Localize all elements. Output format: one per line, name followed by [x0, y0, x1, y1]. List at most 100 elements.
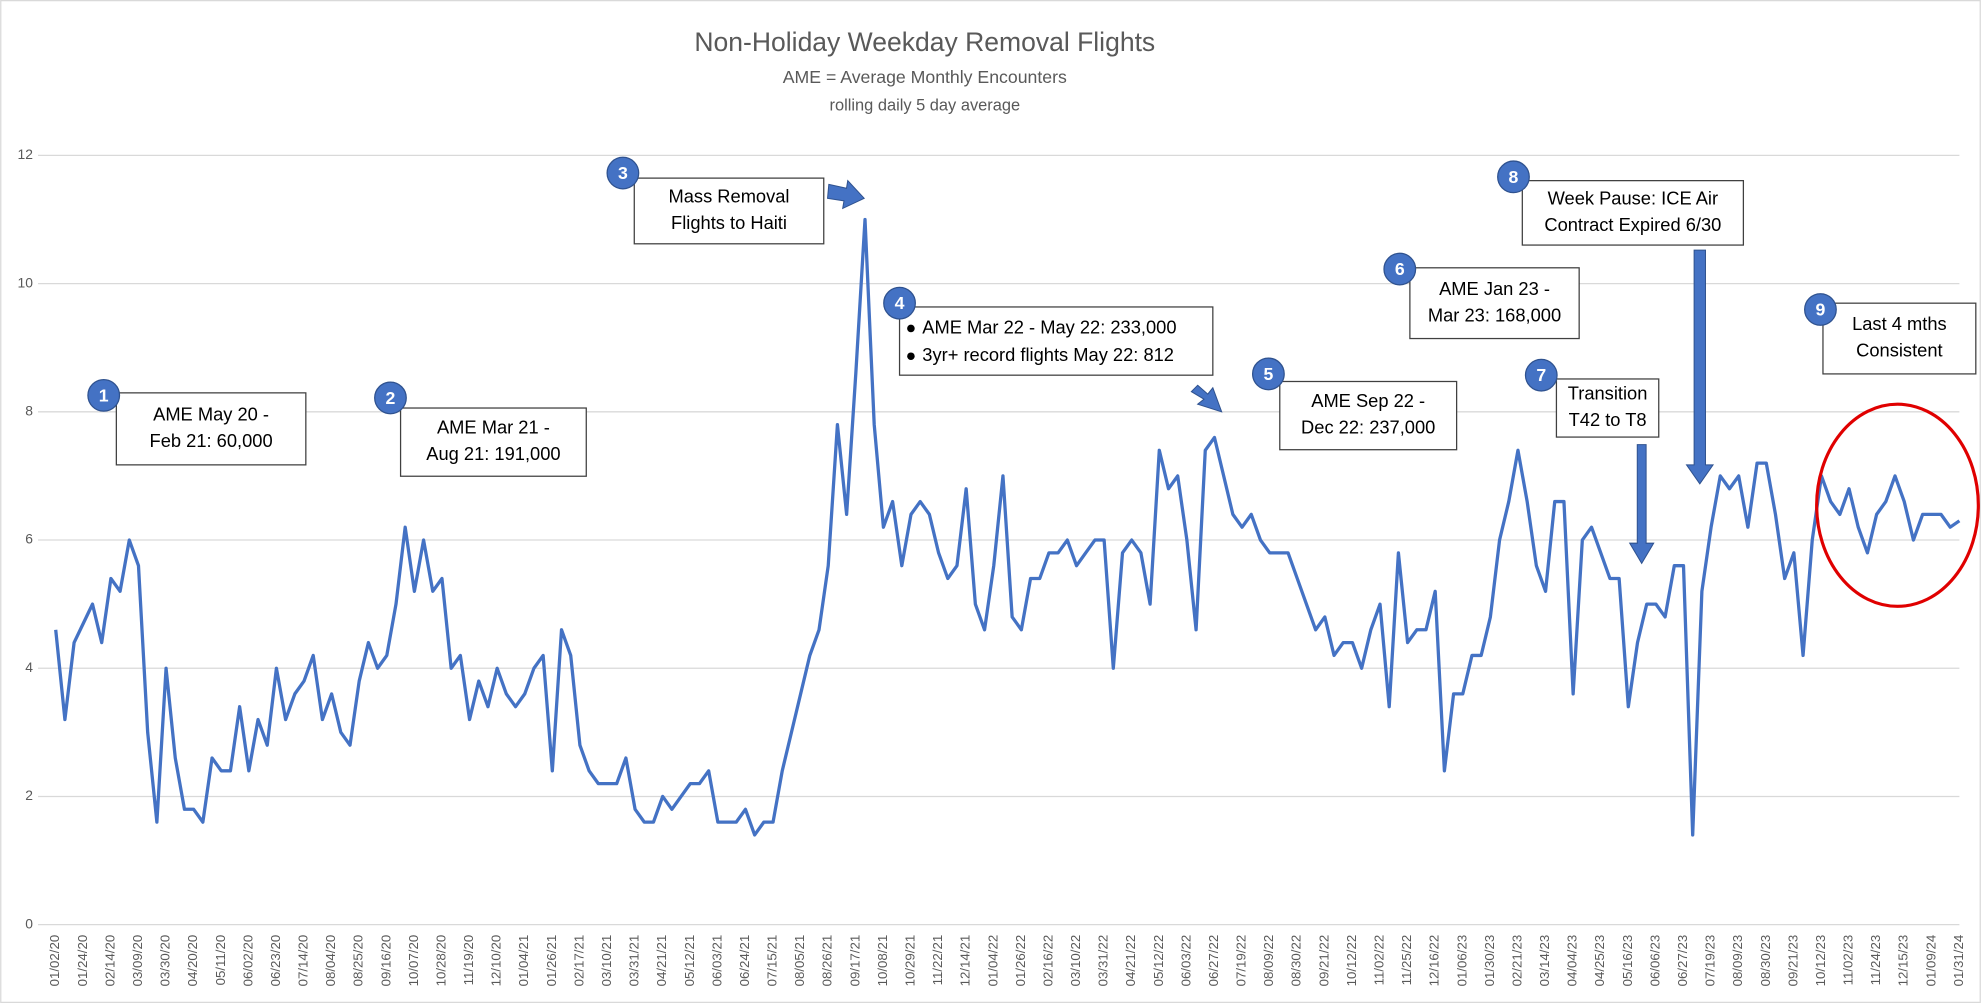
annotation-number: 5 [1263, 364, 1273, 384]
x-tick-label: 06/03/21 [709, 935, 724, 987]
x-tick-label: 07/19/22 [1234, 935, 1249, 987]
y-tick-label: 6 [25, 531, 33, 547]
x-tick-label: 11/22/21 [930, 935, 945, 986]
annotation-marker [1804, 293, 1837, 326]
x-tick-label: 07/19/23 [1703, 935, 1718, 987]
x-tick-label: 08/25/20 [351, 935, 366, 987]
annotation-number: 9 [1816, 299, 1826, 319]
x-tick-label: 12/14/21 [958, 935, 973, 987]
y-tick-label: 2 [25, 787, 33, 803]
annotation-marker [883, 286, 916, 320]
y-tick-label: 8 [25, 402, 33, 418]
x-tick-label: 08/09/23 [1730, 935, 1745, 987]
annotation-text: Aug 21: 191,000 [426, 443, 560, 464]
annotation-number: 7 [1536, 365, 1546, 385]
x-tick-label: 11/25/22 [1399, 935, 1414, 986]
x-tick-label: 04/04/23 [1565, 935, 1580, 987]
annotation-text: T42 to T8 [1569, 409, 1647, 430]
annotation-text: AME Jan 23 - [1439, 278, 1550, 299]
annotation-marker [1497, 160, 1530, 194]
annotation-marker [1251, 357, 1285, 391]
x-tick-label: 08/05/21 [792, 935, 807, 987]
x-tick-label: 08/26/21 [820, 935, 835, 987]
x-tick-label: 04/20/20 [185, 935, 200, 987]
x-tick-label: 04/21/21 [654, 935, 669, 987]
annotation-number: 6 [1395, 259, 1405, 279]
x-tick-label: 06/23/20 [268, 935, 283, 987]
annotation-number: 2 [386, 388, 396, 408]
x-tick-label: 06/06/23 [1647, 935, 1662, 987]
y-tick-label: 12 [18, 146, 34, 162]
x-tick-label: 09/21/22 [1316, 935, 1331, 987]
x-tick-label: 04/25/23 [1592, 935, 1607, 987]
x-tick-label: 08/30/22 [1289, 935, 1304, 987]
x-tick-label: 06/03/22 [1178, 935, 1193, 987]
annotation-number: 1 [99, 385, 109, 405]
annotation-text: AME May 20 - [153, 403, 269, 424]
x-tick-label: 10/28/20 [433, 935, 448, 987]
x-tick-label: 10/12/23 [1813, 935, 1828, 987]
x-tick-label: 09/21/23 [1785, 935, 1800, 987]
x-tick-label: 11/02/23 [1841, 935, 1856, 986]
y-tick-label: 10 [18, 274, 34, 290]
x-tick-label: 04/21/22 [1123, 935, 1138, 987]
x-tick-label: 01/31/24 [1951, 935, 1966, 987]
annotation-number: 8 [1509, 167, 1519, 187]
x-tick-label: 01/26/22 [1013, 935, 1028, 987]
x-tick-label: 02/14/20 [102, 935, 117, 987]
x-tick-label: 01/02/20 [47, 935, 62, 987]
annotation-box [1822, 302, 1977, 375]
x-tick-label: 12/16/22 [1427, 935, 1442, 987]
chart-title: Non-Holiday Weekday Removal Flights [694, 27, 1155, 57]
x-tick-label: 05/12/22 [1151, 935, 1166, 987]
annotation-box [115, 392, 307, 466]
x-tick-label: 11/24/23 [1868, 935, 1883, 986]
x-tick-label: 07/14/20 [296, 935, 311, 987]
y-tick-label: 4 [25, 659, 33, 675]
arrow [1190, 384, 1223, 413]
annotation-number: 4 [895, 293, 905, 313]
annotation-text: Mass Removal [669, 186, 790, 207]
arrow [1628, 444, 1655, 565]
chart-subtitle: AME = Average Monthly Encounters [783, 67, 1067, 87]
annotation-marker [374, 381, 407, 415]
x-tick-label: 12/15/23 [1896, 935, 1911, 987]
x-tick-label: 07/15/21 [765, 935, 780, 987]
annotation-text: 3yr+ record flights May 22: 812 [922, 344, 1174, 365]
x-tick-label: 02/21/23 [1509, 935, 1524, 987]
annotation-marker [1383, 252, 1417, 286]
x-tick-label: 03/10/21 [599, 935, 614, 987]
x-tick-label: 01/09/24 [1923, 935, 1938, 987]
x-tick-label: 05/12/21 [682, 935, 697, 987]
x-tick-label: 06/02/20 [240, 935, 255, 987]
plot [54, 217, 1961, 837]
x-tick-label: 06/27/22 [1206, 935, 1221, 987]
bullet-dot [907, 352, 915, 361]
annotation-text: Dec 22: 237,000 [1301, 417, 1435, 438]
x-tick-label: 03/31/21 [627, 935, 642, 987]
x-tick-label: 03/31/22 [1096, 935, 1111, 987]
annotation-text: Transition [1568, 383, 1648, 404]
x-tick-label: 03/09/20 [130, 935, 145, 987]
x-tick-label: 01/04/21 [516, 935, 531, 987]
x-tick-label: 10/12/22 [1344, 935, 1359, 987]
annotation-text: Week Pause: ICE Air [1548, 187, 1719, 208]
x-tick-label: 11/19/20 [461, 935, 476, 986]
annotation-text: Contract Expired 6/30 [1544, 214, 1721, 235]
y-tick-label: 0 [25, 915, 33, 931]
x-tick-label: 08/04/20 [323, 935, 338, 987]
annotation-box [1555, 378, 1660, 438]
x-tick-label: 10/29/21 [902, 935, 917, 987]
annotation-box [1279, 380, 1458, 451]
annotation-box [898, 306, 1214, 376]
x-tick-label: 06/24/21 [737, 935, 752, 987]
annotation-text: Mar 23: 168,000 [1428, 304, 1561, 325]
annotation-box [633, 177, 825, 245]
x-tick-label: 11/02/22 [1372, 935, 1387, 986]
bullet-dot [907, 324, 915, 333]
x-tick-label: 03/10/22 [1068, 935, 1083, 987]
x-tick-label: 03/30/20 [158, 935, 173, 987]
x-tick-label: 03/14/23 [1537, 935, 1552, 987]
annotation-text: AME Mar 21 - [437, 417, 550, 438]
